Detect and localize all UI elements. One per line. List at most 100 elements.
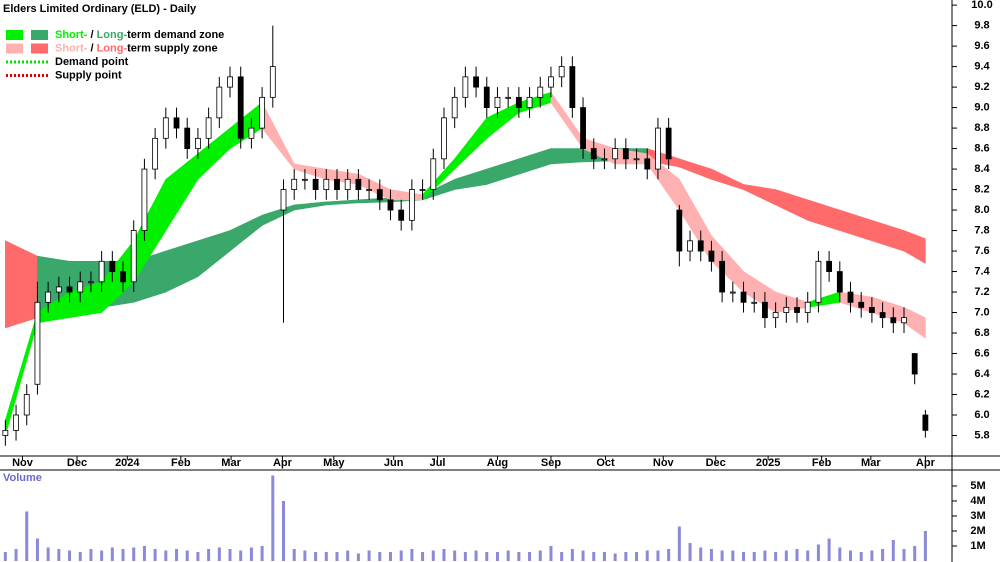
y-tick-label: 8.2 (974, 183, 989, 195)
volume-bar (774, 551, 778, 561)
x-tick-label: Dec (67, 457, 87, 469)
y-tick-label: 9.2 (974, 81, 989, 93)
volume-bar (795, 548, 799, 561)
volume-bar (613, 553, 617, 561)
candle-body (483, 86, 490, 108)
y-tick-label: 7.2 (974, 286, 989, 298)
candle-body (109, 260, 116, 272)
volume-bar (592, 551, 596, 561)
y-tick-label: 5.8 (974, 429, 989, 441)
volume-bar (742, 551, 746, 561)
x-tick-label: Apr (273, 457, 293, 469)
volume-bar (806, 550, 810, 561)
y-tick-label: 10.0 (971, 0, 992, 11)
zone-segment (903, 230, 926, 264)
candle-body (665, 127, 672, 160)
y-tick-label: 7.0 (974, 306, 989, 318)
candle-body (173, 117, 180, 129)
volume-bar (549, 545, 553, 561)
volume-bar (132, 547, 136, 561)
volume-bar (923, 530, 927, 561)
candle-body (676, 209, 683, 252)
candle-body (569, 66, 576, 108)
volume-bar (602, 551, 606, 561)
volume-bar (196, 551, 200, 561)
candle-body (687, 240, 693, 252)
zone-segment (550, 148, 584, 165)
volume-bar (474, 550, 478, 561)
volume-bar (784, 550, 788, 561)
candle-body (366, 189, 372, 191)
candle-body (88, 281, 94, 284)
candle-body (505, 96, 512, 99)
volume-bar (570, 548, 574, 561)
volume-label: Volume (3, 472, 42, 484)
legend-swatch (6, 30, 23, 40)
volume-bar (656, 550, 660, 561)
x-tick-label: Aug (487, 457, 508, 469)
x-tick-label: 2024 (115, 457, 140, 469)
candle-body (441, 117, 447, 160)
candle-body (355, 178, 362, 190)
y-tick-label: 6.6 (974, 347, 989, 359)
candle-body (237, 76, 244, 139)
candle-body (826, 260, 833, 272)
candle-body (301, 178, 308, 181)
x-tick-label: Mar (861, 457, 881, 469)
volume-bar (314, 551, 318, 561)
y-tick-label: 6.2 (974, 388, 989, 400)
volume-bar (356, 553, 360, 561)
volume-bar (260, 545, 264, 561)
legend-label: Supply point (55, 69, 122, 81)
y-tick-label: 8.0 (974, 204, 989, 216)
volume-bar (870, 550, 874, 561)
volume-bar (699, 547, 703, 561)
candle-body (590, 148, 597, 160)
candle-body (376, 189, 383, 201)
volume-bar (431, 550, 435, 561)
candle-body (55, 286, 62, 293)
volume-bars (3, 475, 927, 561)
candle-body (804, 301, 811, 313)
candle-body (152, 137, 159, 170)
volume-bar (709, 548, 713, 561)
legend-part: term demand zone (127, 29, 224, 41)
volume-bar (913, 545, 917, 561)
candle-body (462, 76, 469, 98)
candle-body (291, 178, 298, 190)
candle-body (216, 86, 223, 119)
volume-bar (688, 542, 692, 561)
candle-body (858, 301, 865, 308)
volume-bar (645, 550, 649, 561)
volume-bar (859, 551, 863, 561)
volume-bar (410, 548, 414, 561)
x-tick-label: Apr (916, 457, 936, 469)
volume-bar (346, 550, 350, 561)
volume-bar (485, 551, 489, 561)
candle-body (98, 260, 105, 283)
candle-body (911, 353, 918, 375)
candle-body (879, 312, 886, 319)
candle-body (622, 148, 629, 160)
x-tick-label: Nov (12, 457, 34, 469)
x-tick-label: Oct (596, 457, 615, 469)
x-tick-label: Dec (706, 457, 726, 469)
volume-tick-label: 5M (970, 480, 985, 492)
volume-bar (881, 548, 885, 561)
volume-bar (175, 548, 179, 561)
y-tick-label: 9.4 (974, 61, 990, 73)
volume-bar (517, 551, 521, 561)
y-tick-label: 9.0 (974, 102, 989, 114)
candle-body (120, 271, 126, 283)
candle-body (77, 281, 84, 293)
volume-bar (849, 550, 853, 561)
y-tick-label: 6.0 (974, 409, 989, 421)
candle-body (323, 178, 330, 190)
x-tick-label: 2025 (756, 457, 780, 469)
candle-body (13, 414, 19, 431)
legend-part: Short- (55, 42, 88, 54)
volume-bar (506, 550, 510, 561)
volume-bar (303, 550, 307, 561)
candle-body (847, 291, 854, 303)
legend-part: / (87, 42, 96, 54)
